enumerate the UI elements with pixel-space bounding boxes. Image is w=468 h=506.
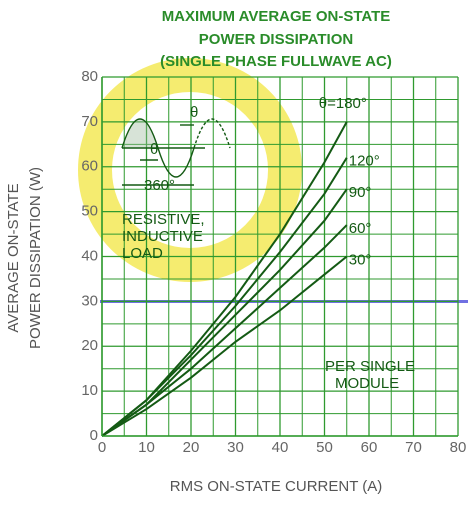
x-tick-label: 80 xyxy=(450,439,467,456)
y-tick-label: 20 xyxy=(81,337,98,354)
module-label: PER SINGLE xyxy=(325,358,415,375)
x-tick-label: 50 xyxy=(316,439,333,456)
y-tick-label: 50 xyxy=(81,203,98,220)
module-label: MODULE xyxy=(335,375,399,392)
load-label: INDUCTIVE xyxy=(122,228,203,245)
y-label: AVERAGE ON-STATE POWER DISSIPATION (W) xyxy=(5,167,44,349)
x-tick-label: 70 xyxy=(405,439,422,456)
y-label-line: POWER DISSIPATION (W) xyxy=(27,167,44,349)
load-label: LOAD xyxy=(122,245,163,262)
y-tick-label: 0 xyxy=(90,427,98,444)
series-line xyxy=(101,224,348,437)
series-line xyxy=(101,255,348,437)
angle-label: θ xyxy=(190,104,198,121)
series-label: 90° xyxy=(349,184,372,201)
series-line xyxy=(101,157,348,437)
period-label: 360° xyxy=(144,177,175,194)
y-tick-label: 80 xyxy=(81,68,98,85)
title-line: MAXIMUM AVERAGE ON-STATE xyxy=(162,8,391,25)
angle-label: θ xyxy=(150,141,158,158)
waveform-diagram xyxy=(121,118,231,186)
series-label: θ=180° xyxy=(319,95,367,112)
y-tick-label: 60 xyxy=(81,158,98,175)
x-label: RMS ON-STATE CURRENT (A) xyxy=(170,478,383,495)
y-tick-label: 10 xyxy=(81,382,98,399)
plot-area: 0 10 20 30 40 50 60 70 80 0 10 20 30 40 50 60 70 80 θ=180°… xyxy=(81,68,466,456)
x-tick-label: 30 xyxy=(227,439,244,456)
y-label-line: AVERAGE ON-STATE xyxy=(5,183,22,332)
series-label: 60° xyxy=(349,220,372,237)
x-tick-label: 0 xyxy=(98,439,106,456)
title: MAXIMUM AVERAGE ON-STATE POWER DISSIPATI… xyxy=(160,8,392,70)
title-line: POWER DISSIPATION xyxy=(199,31,353,48)
x-tick-label: 60 xyxy=(361,439,378,456)
y-tick-label: 40 xyxy=(81,247,98,264)
x-tick-label: 20 xyxy=(183,439,200,456)
series-label: 120° xyxy=(349,153,380,170)
title-line: (SINGLE PHASE FULLWAVE AC) xyxy=(160,53,392,70)
y-tick-label: 70 xyxy=(81,113,98,130)
annotations: θ θ 360° RESISTIVE, INDUCTIVE LOAD PER S… xyxy=(122,104,415,392)
load-label: RESISTIVE, xyxy=(122,211,205,228)
series-label: 30° xyxy=(349,251,372,268)
x-tick-label: 40 xyxy=(272,439,289,456)
y-tick-label: 30 xyxy=(81,292,98,309)
x-tick-label: 10 xyxy=(138,439,155,456)
